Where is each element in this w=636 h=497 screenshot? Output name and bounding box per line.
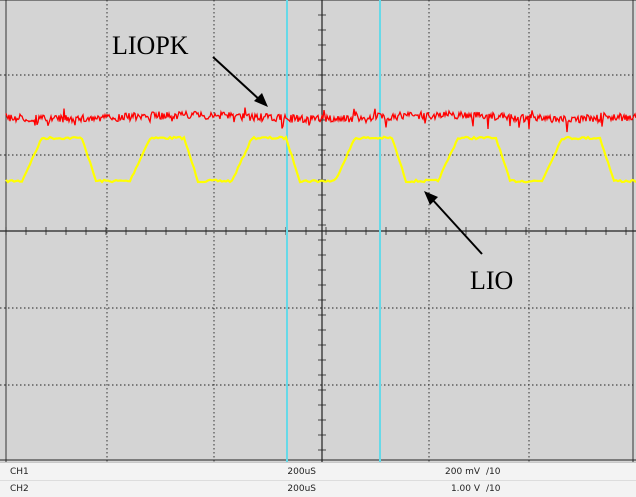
ch2-volts-div: 1.00 V: [450, 484, 480, 494]
ch1-status-row[interactable]: CH1 200uS 200 mV /10: [0, 464, 636, 481]
ch1-timebase: 200uS: [287, 467, 316, 477]
ch2-trace: [5, 135, 636, 184]
lio-arrow: [424, 191, 483, 255]
ch2-timebase: 200uS: [287, 484, 316, 494]
ch2-status-row[interactable]: CH2 200uS 1.00 V /10: [0, 481, 636, 497]
ch1-div-setting: /10: [486, 467, 501, 477]
channel-status-bar: CH1 200uS 200 mV /10 CH2 200uS 1.00 V /1…: [0, 462, 636, 497]
ch1-trace: [5, 107, 636, 133]
lio-label: LIO: [470, 266, 514, 295]
graticule: [0, 0, 636, 462]
ch2-div-setting: /10: [486, 484, 501, 494]
ch2-name: CH2: [10, 484, 29, 494]
ch1-volts-div: 200 mV: [445, 467, 480, 477]
waveform-display[interactable]: [0, 0, 636, 462]
time-cursors[interactable]: [286, 0, 381, 462]
liopk-label: LIOPK: [112, 31, 189, 60]
liopk-arrow: [212, 56, 268, 107]
oscilloscope-screen[interactable]: LIOPK LIO: [0, 0, 636, 462]
ch1-name: CH1: [10, 467, 29, 477]
